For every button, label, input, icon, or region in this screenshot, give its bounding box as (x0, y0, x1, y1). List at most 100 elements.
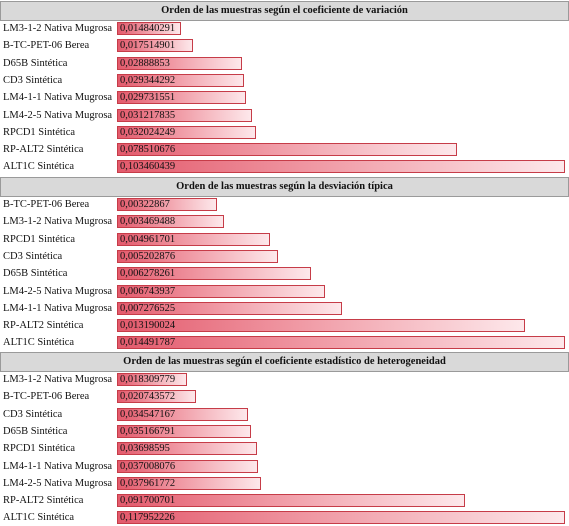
category-label: RP-ALT2 Sintética (3, 144, 84, 156)
data-label: 0,017514901 (120, 40, 176, 52)
category-label: RPCD1 Sintética (3, 233, 76, 245)
bar (117, 91, 246, 105)
data-label: 0,029731551 (120, 92, 176, 104)
category-label: LM4-1-1 Nativa Mugrosa (3, 92, 113, 104)
bar (117, 143, 457, 157)
bar (117, 373, 187, 386)
bar-row: LM4-2-5 Nativa Mugrosa 0,031217835 (0, 107, 569, 124)
bar (117, 494, 466, 508)
bar-row: CD3 Sintética 0,005202876 (0, 248, 569, 265)
data-label: 0,03698595 (120, 443, 170, 455)
bar (117, 267, 312, 281)
data-label: 0,031217835 (120, 109, 176, 121)
category-label: RPCD1 Sintética (3, 126, 76, 138)
data-label: 0,037961772 (120, 477, 176, 489)
data-label: 0,006278261 (120, 268, 176, 280)
category-label: LM4-2-5 Nativa Mugrosa (3, 285, 113, 297)
chart-title: Orden de las muestras según el coeficien… (0, 352, 569, 372)
bar-row: RP-ALT2 Sintética 0,091700701 (0, 492, 569, 509)
category-label: ALT1C Sintética (3, 512, 75, 524)
category-label: D65B Sintética (3, 425, 68, 437)
data-label: 0,091700701 (120, 495, 176, 507)
bar-row: LM3-1-2 Nativa Mugrosa 0,018309779 (0, 371, 569, 388)
category-label: CD3 Sintética (3, 74, 63, 86)
bar-row: LM4-2-5 Nativa Mugrosa 0,037961772 (0, 475, 569, 492)
bar-row: LM4-1-1 Nativa Mugrosa 0,037008076 (0, 458, 569, 475)
category-label: LM4-2-5 Nativa Mugrosa (3, 477, 113, 489)
data-label: 0,014491787 (120, 337, 176, 349)
bar (117, 442, 258, 456)
category-label: LM4-2-5 Nativa Mugrosa (3, 109, 113, 121)
data-label: 0,005202876 (120, 250, 176, 262)
bar-row: LM4-1-1 Nativa Mugrosa 0,029731551 (0, 89, 569, 106)
bar (117, 108, 253, 122)
bar (117, 336, 565, 350)
bar (117, 215, 225, 229)
bar-row: LM4-1-1 Nativa Mugrosa 0,007276525 (0, 300, 569, 317)
bar-row: LM3-1-2 Nativa Mugrosa 0,014840291 (0, 20, 569, 37)
bar (117, 319, 525, 333)
category-label: D65B Sintética (3, 268, 68, 280)
bar-row: B-TC-PET-06 Berea 0,020743572 (0, 388, 569, 405)
bar-row: D65B Sintética 0,035166791 (0, 423, 569, 440)
category-label: LM4-1-1 Nativa Mugrosa (3, 460, 113, 472)
bar (117, 407, 249, 421)
bar (117, 39, 193, 53)
category-label: B-TC-PET-06 Berea (3, 391, 90, 403)
data-label: 0,003469488 (120, 216, 176, 228)
category-label: RP-ALT2 Sintética (3, 320, 84, 332)
bar (117, 390, 196, 404)
bar-row: ALT1C Sintética 0,103460439 (0, 158, 569, 175)
data-label: 0,034547167 (120, 408, 176, 420)
data-label: 0,018309779 (120, 374, 176, 385)
bar-row: CD3 Sintética 0,034547167 (0, 406, 569, 423)
bar (117, 459, 258, 473)
bar-row: RP-ALT2 Sintética 0,013190024 (0, 317, 569, 334)
data-label: 0,00322867 (120, 199, 170, 210)
bar (117, 160, 565, 174)
bar-row: B-TC-PET-06 Berea 0,00322867 (0, 196, 569, 213)
data-label: 0,014840291 (120, 23, 176, 34)
category-label: B-TC-PET-06 Berea (3, 40, 90, 52)
category-label: LM3-1-2 Nativa Mugrosa (3, 216, 113, 228)
bar-row: RPCD1 Sintética 0,032024249 (0, 124, 569, 141)
category-label: ALT1C Sintética (3, 161, 75, 173)
data-label: 0,037008076 (120, 460, 176, 472)
data-label: 0,117952226 (120, 512, 175, 524)
bar-row: LM3-1-2 Nativa Mugrosa 0,003469488 (0, 213, 569, 230)
category-label: D65B Sintética (3, 57, 68, 69)
category-label: RP-ALT2 Sintética (3, 495, 84, 507)
category-label: ALT1C Sintética (3, 337, 75, 349)
data-label: 0,004961701 (120, 233, 176, 245)
bar (117, 73, 245, 87)
category-label: CD3 Sintética (3, 250, 63, 262)
bar (117, 198, 217, 211)
data-label: 0,006743937 (120, 285, 176, 297)
bar-row: D65B Sintética 0,006278261 (0, 265, 569, 282)
bar-row: LM4-2-5 Nativa Mugrosa 0,006743937 (0, 283, 569, 300)
data-label: 0,02888853 (120, 57, 170, 69)
bar (117, 249, 278, 263)
bar-row: CD3 Sintética 0,029344292 (0, 72, 569, 89)
category-label: RPCD1 Sintética (3, 443, 76, 455)
chart-title: Orden de las muestras según la desviació… (0, 177, 569, 197)
bar (117, 56, 243, 70)
bar-row: RPCD1 Sintética 0,03698595 (0, 440, 569, 457)
bar-row: ALT1C Sintética 0,014491787 (0, 334, 569, 351)
chart-title: Orden de las muestras según el coeficien… (0, 1, 569, 21)
bar (117, 125, 256, 139)
bar-row: RP-ALT2 Sintética 0,078510676 (0, 141, 569, 158)
bar-row: B-TC-PET-06 Berea 0,017514901 (0, 37, 569, 54)
bar (117, 301, 342, 315)
data-label: 0,035166791 (120, 425, 176, 437)
category-label: LM4-1-1 Nativa Mugrosa (3, 302, 113, 314)
data-label: 0,020743572 (120, 391, 176, 403)
bar-row: RPCD1 Sintética 0,004961701 (0, 231, 569, 248)
data-label: 0,103460439 (120, 161, 176, 173)
bar-row: ALT1C Sintética 0,117952226 (0, 509, 569, 526)
data-label: 0,013190024 (120, 320, 176, 332)
data-label: 0,029344292 (120, 74, 176, 86)
category-label: LM3-1-2 Nativa Mugrosa (3, 23, 113, 34)
category-label: LM3-1-2 Nativa Mugrosa (3, 374, 113, 385)
category-label: CD3 Sintética (3, 408, 63, 420)
